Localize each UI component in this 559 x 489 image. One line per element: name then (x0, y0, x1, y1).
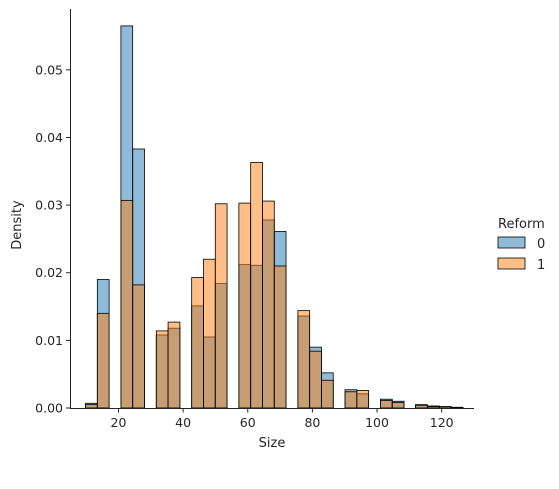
x-tick-label: 60 (240, 415, 256, 430)
y-axis-label: Density (10, 200, 25, 250)
legend-swatch-0 (497, 236, 526, 249)
legend: Reform 0 1 (497, 217, 545, 273)
bar-series-1-bin-7 (203, 258, 216, 409)
x-tick-label: 40 (175, 415, 191, 430)
x-ticks: 20 40 60 80 100 120 (111, 408, 454, 430)
bar-series-1-bin-23 (450, 406, 464, 409)
bar-series-1-bin-1 (96, 312, 110, 409)
x-tick-label: 100 (365, 415, 389, 430)
y-ticks: 0.00 0.01 0.02 0.03 0.04 0.05 (35, 62, 71, 416)
x-tick-label: 20 (111, 415, 127, 430)
y-tick-label: 0.01 (35, 333, 63, 348)
x-tick-label: 120 (430, 415, 454, 430)
bar-series-1-bin-3 (132, 284, 145, 409)
y-tick-label: 0.00 (35, 401, 63, 416)
y-tick-label: 0.02 (35, 265, 63, 280)
bar-series-1-bin-20 (415, 404, 428, 409)
bar-series-1-bin-5 (167, 321, 181, 409)
bar-series-1-bin-18 (380, 400, 393, 409)
bar-series-1-bin-14 (309, 350, 322, 409)
bar-series-1-bin-16 (344, 391, 358, 409)
bar-series-1-bin-22 (439, 406, 452, 409)
bar-series-1-bin-21 (427, 406, 440, 409)
bar-series-1-bin-19 (391, 402, 405, 409)
y-tick-label: 0.03 (35, 198, 63, 213)
legend-title: Reform (498, 217, 545, 232)
bar-series-1-bin-2 (120, 199, 134, 409)
bar-series-1-bin-9 (238, 202, 252, 409)
bar-series-1-bin-0 (85, 404, 98, 409)
bar-series-1-bin-8 (214, 203, 228, 409)
bar-series-1-bin-6 (191, 277, 204, 409)
y-tick-label: 0.05 (35, 62, 63, 77)
legend-label-0: 0 (537, 237, 545, 252)
axes (70, 9, 474, 409)
bar-series-1-bin-17 (356, 390, 370, 409)
bar-series-1-bin-4 (155, 330, 169, 409)
legend-swatch-1 (497, 257, 526, 270)
bar-series-1-bin-12 (273, 265, 287, 409)
bar-series-1-bin-13 (297, 310, 311, 409)
legend-label-1: 1 (537, 258, 545, 273)
y-tick-label: 0.04 (35, 130, 63, 145)
bar-series-1-bin-10 (250, 162, 263, 409)
bar-series-1-bin-15 (321, 379, 334, 409)
x-tick-label: 80 (304, 415, 320, 430)
series-1-bars (85, 162, 464, 409)
bar-series-1-bin-11 (262, 200, 275, 409)
x-axis-label: Size (259, 436, 286, 451)
